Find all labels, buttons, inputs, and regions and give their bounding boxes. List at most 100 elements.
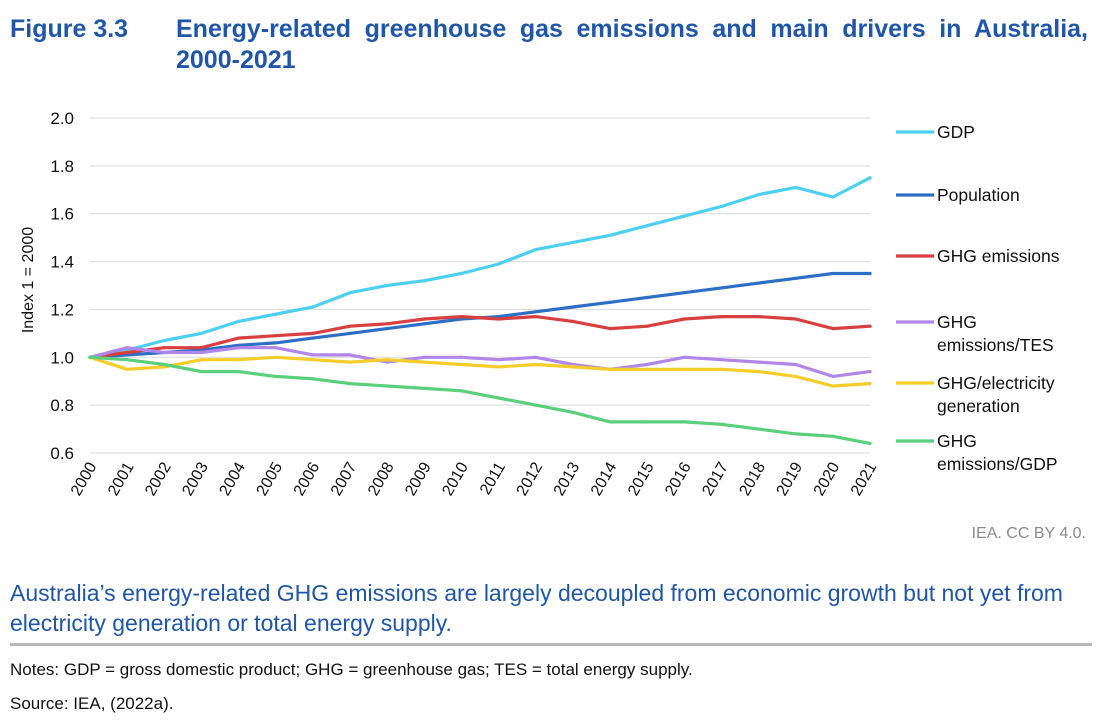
source-text: Source: IEA, (2022a).	[10, 694, 174, 713]
x-tick-label: 2004	[217, 459, 250, 498]
x-tick-label: 2013	[551, 459, 584, 498]
data-point	[496, 262, 501, 266]
data-point	[311, 353, 315, 357]
data-point	[831, 195, 835, 199]
x-tick-label: 2008	[365, 459, 398, 498]
data-point	[422, 317, 426, 321]
chart-legend: GDP Population GHG emissions GHG emissions/T…	[896, 122, 1060, 474]
data-point	[496, 317, 501, 321]
data-point	[348, 382, 352, 386]
legend-label: GHG emissions/GDP	[937, 431, 1058, 474]
data-point	[496, 396, 501, 400]
legend-label: Population	[937, 185, 1020, 205]
x-tick-label: 2019	[774, 459, 807, 498]
x-tick-label: 2001	[105, 459, 138, 498]
data-point	[868, 370, 872, 374]
data-point	[385, 358, 389, 362]
line-chart: 0.60.81.01.21.41.61.82.0 Index 1 = 2000 …	[20, 109, 1060, 499]
data-point	[831, 374, 835, 379]
data-point	[794, 276, 798, 280]
data-point	[794, 432, 798, 436]
data-point	[534, 248, 538, 252]
series-line-3	[88, 346, 872, 378]
data-point	[682, 420, 686, 424]
data-point	[422, 279, 426, 283]
data-point	[274, 312, 278, 316]
data-point	[534, 315, 538, 319]
data-point	[682, 367, 686, 371]
data-point	[348, 324, 352, 328]
data-point	[385, 283, 389, 288]
data-point	[831, 384, 835, 388]
data-point	[645, 324, 649, 328]
y-tick-label: 1.4	[50, 253, 74, 272]
x-tick-label: 2005	[254, 459, 287, 498]
data-point	[459, 271, 464, 276]
data-point	[199, 350, 204, 355]
x-tick-label: 2020	[811, 459, 844, 498]
data-point	[236, 319, 241, 323]
data-point	[236, 370, 241, 374]
data-point	[608, 367, 612, 371]
data-point	[756, 315, 761, 319]
data-point	[608, 300, 612, 304]
data-point	[794, 185, 798, 189]
data-point	[682, 214, 686, 218]
data-point	[422, 360, 426, 364]
legend-label: GDP	[937, 122, 975, 142]
x-tick-label: 2006	[291, 459, 324, 498]
data-point	[162, 338, 166, 343]
data-point	[385, 322, 389, 326]
data-point	[311, 377, 315, 381]
x-tick-label: 2015	[625, 459, 658, 498]
y-tick-label: 1.0	[50, 348, 74, 367]
data-point	[162, 350, 166, 355]
divider	[10, 643, 1092, 646]
data-point	[571, 240, 575, 245]
x-tick-label: 2018	[737, 459, 770, 498]
x-tick-label: 2012	[514, 459, 547, 498]
data-point	[756, 427, 761, 431]
data-point	[682, 291, 686, 295]
x-tick-label: 2010	[439, 459, 472, 498]
data-point	[459, 355, 464, 359]
series-line-0	[88, 176, 872, 359]
data-point	[534, 362, 538, 367]
x-tick-label: 2017	[699, 459, 732, 498]
figure-caption: Australia’s energy-related GHG emissions…	[10, 580, 1063, 636]
x-tick-label: 2021	[848, 459, 881, 498]
data-point	[719, 286, 724, 290]
y-tick-label: 1.6	[50, 205, 74, 224]
data-point	[422, 322, 426, 326]
data-point	[274, 355, 278, 359]
data-point	[571, 410, 575, 414]
data-point	[608, 420, 612, 424]
data-point	[719, 358, 724, 362]
data-point	[125, 358, 129, 362]
x-tick-label: 2011	[477, 459, 509, 497]
data-point	[868, 271, 872, 276]
data-point	[831, 434, 835, 438]
figure-number: Figure 3.3	[10, 15, 129, 43]
y-tick-label: 0.6	[50, 444, 74, 463]
data-point	[311, 358, 315, 362]
data-point	[534, 403, 538, 407]
data-point	[88, 355, 92, 359]
data-point	[385, 326, 389, 331]
data-point	[719, 422, 724, 426]
data-point	[236, 346, 241, 350]
x-tick-label: 2007	[328, 459, 361, 498]
data-point	[199, 331, 204, 335]
data-point	[719, 367, 724, 371]
data-point	[274, 346, 278, 350]
data-point	[459, 362, 464, 367]
y-tick-label: 1.8	[50, 157, 74, 176]
x-tick-label: 2016	[662, 459, 695, 498]
data-point	[645, 420, 649, 424]
data-point	[868, 382, 872, 386]
data-point	[459, 389, 464, 393]
data-point	[868, 441, 872, 446]
data-point	[496, 365, 501, 369]
data-point	[162, 346, 166, 350]
data-point	[534, 310, 538, 314]
